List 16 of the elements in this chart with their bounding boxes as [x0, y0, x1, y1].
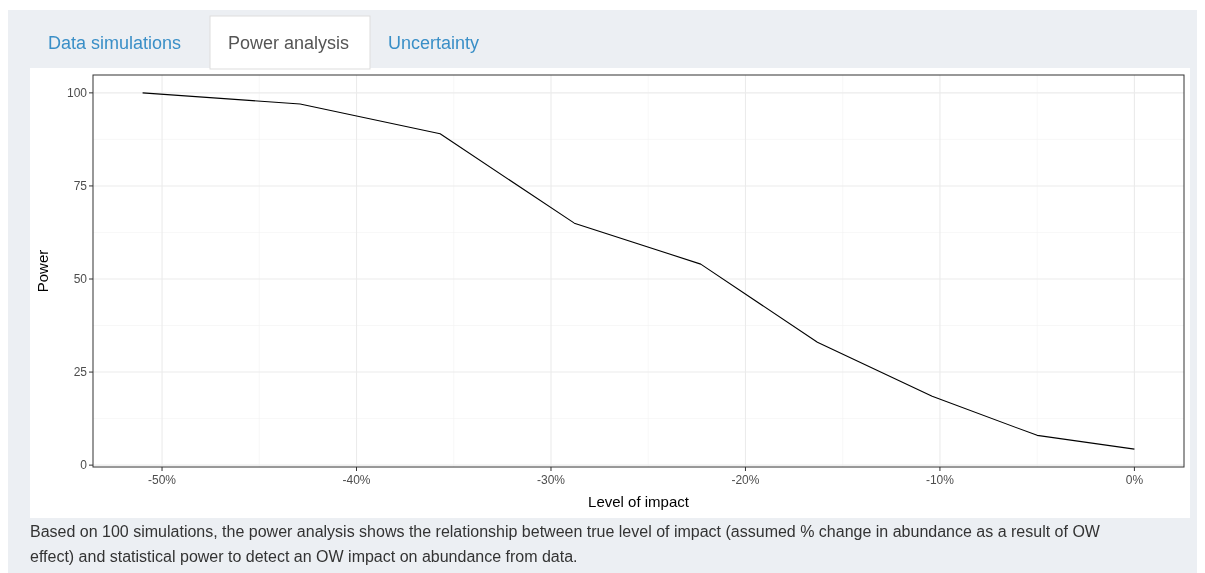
x-tick-label: -20% — [731, 473, 760, 487]
x-tick-label: -10% — [925, 473, 955, 487]
line-series — [142, 92, 1135, 450]
tab-bar: Data simulations Power analysis Uncertainty — [48, 15, 480, 70]
y-tick-label: 0 — [80, 458, 88, 473]
y-tick-label: 100 — [66, 85, 88, 100]
x-tick-label: -30% — [536, 473, 566, 487]
y-axis-title: Power — [34, 249, 51, 293]
y-tick-label: 75 — [73, 178, 88, 193]
y-tick-label: 25 — [73, 365, 88, 380]
x-tick-label: -40% — [342, 473, 371, 487]
y-tick-label: 50 — [73, 272, 88, 286]
text: Based on 100 simulations, the power analysis shows the relationship between true level of impact (assumed % change in abundance as a result of OW effect) and statistical power to detect an OW impact on abundance from data. — [30, 523, 1101, 565]
x-tick-label: 0% — [1125, 473, 1144, 487]
x-axis-title: Level of impact — [588, 493, 690, 510]
x-tick-label: -50% — [148, 473, 177, 487]
